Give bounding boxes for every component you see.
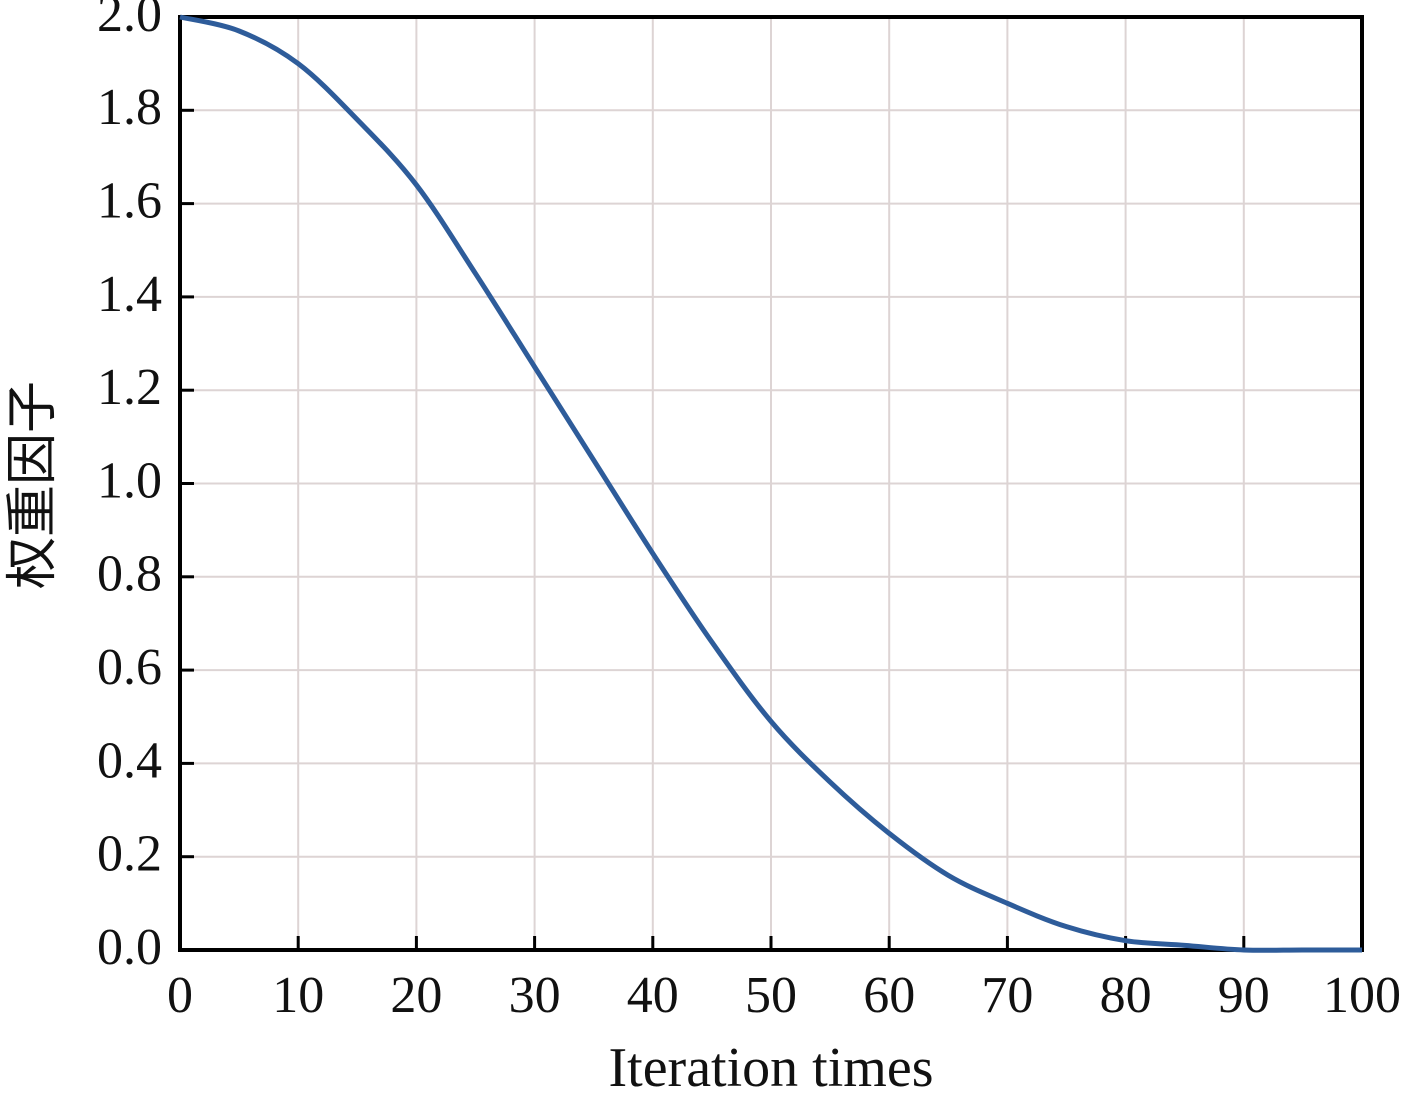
x-tick-label: 10 [272,967,324,1024]
x-axis-label: Iteration times [608,1037,933,1097]
x-tick-label: 70 [981,967,1033,1024]
data-line [179,14,1362,953]
y-tick-label: 1.2 [97,359,162,416]
x-tick-label: 20 [390,967,442,1024]
y-tick-label: 1.0 [97,452,162,509]
y-tick-label: 0.8 [97,546,162,603]
x-tick-label: 100 [1323,967,1401,1024]
x-tick-label: 0 [167,967,193,1024]
x-tick-label: 30 [509,967,561,1024]
x-tick-label: 40 [627,967,679,1024]
x-tick-label: 50 [745,967,797,1024]
y-tick-label: 1.6 [97,173,162,230]
y-tick-label: 0.2 [97,826,162,883]
x-tick-label: 60 [863,967,915,1024]
y-tick-label: 0.6 [97,639,162,696]
y-axis-label: 权重因子 [5,381,62,589]
x-tick-label: 80 [1100,967,1152,1024]
y-tick-label: 1.4 [97,266,162,323]
y-tick-label: 0.4 [97,732,162,789]
y-tick-label: 2.0 [97,0,162,43]
plot-frame [178,15,1364,952]
y-tick-label: 0.0 [97,919,162,976]
x-tick-label: 90 [1218,967,1270,1024]
y-tick-label: 1.8 [97,79,162,136]
